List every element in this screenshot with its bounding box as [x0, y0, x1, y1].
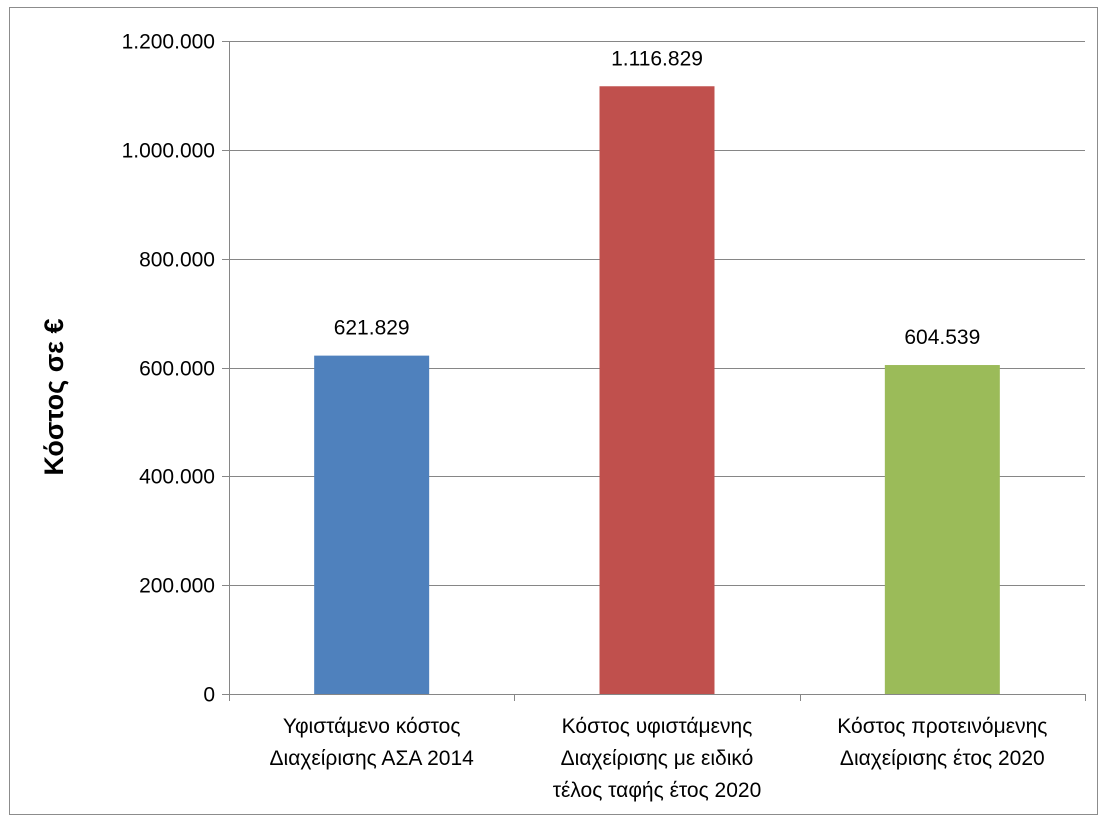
data-label: 604.539 — [904, 326, 980, 349]
category-label: τέλος ταφής έτος 2020 — [553, 779, 762, 802]
category-label: Διαχείρισης έτος 2020 — [840, 747, 1045, 770]
y-tick-label: 400.000 — [139, 466, 215, 489]
y-axis-title: Κόστος σε € — [39, 319, 69, 476]
y-tick-label: 800.000 — [139, 249, 215, 272]
y-tick-labels: 0 200.000 400.000 600.000 800.000 1.000.000 1.… — [122, 31, 215, 707]
data-label: 1.116.829 — [611, 47, 703, 70]
bars — [314, 86, 1000, 694]
data-label: 621.829 — [334, 317, 410, 340]
y-tick-label: 200.000 — [139, 575, 215, 598]
y-tick-label: 1.200.000 — [122, 31, 215, 54]
y-tick-label: 1.000.000 — [122, 140, 215, 163]
category-label: Κόστος προτεινόμενης — [837, 715, 1047, 738]
y-tick-label: 0 — [203, 684, 215, 707]
bar — [884, 365, 1000, 694]
category-label: Υφιστάμενο κόστος — [283, 715, 461, 738]
axes — [222, 41, 1086, 701]
category-label: Διαχείρισης με ειδικό — [561, 747, 754, 770]
category-label: Κόστος υφιστάμενης — [562, 715, 753, 738]
bar — [314, 355, 430, 694]
bar — [599, 86, 715, 694]
category-labels: Υφιστάμενο κόστος Διαχείρισης ΑΣΑ 2014 Κόσ… — [270, 715, 1048, 802]
category-label: Διαχείρισης ΑΣΑ 2014 — [270, 747, 475, 770]
y-tick-label: 600.000 — [139, 358, 215, 381]
data-labels: 621.829 1.116.829 604.539 — [334, 47, 981, 349]
